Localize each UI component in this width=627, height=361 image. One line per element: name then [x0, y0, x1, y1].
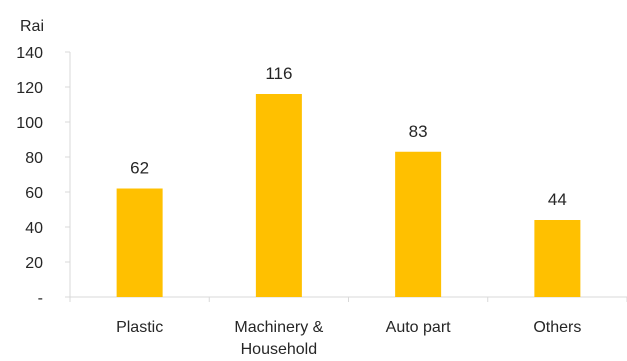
- data-label: 83: [409, 122, 428, 141]
- data-label: 62: [130, 159, 149, 178]
- bar: [255, 94, 302, 297]
- category-label-line: Others: [533, 319, 581, 336]
- data-label: 116: [265, 64, 292, 83]
- bar: [534, 220, 581, 297]
- y-tick-group: - 20 40 60 80 100 120 140: [16, 45, 70, 307]
- y-tick-label: 80: [25, 150, 43, 167]
- category-label-line: Household: [241, 341, 318, 356]
- category-label: Auto part: [386, 319, 451, 336]
- y-tick-label: 60: [25, 185, 43, 202]
- category-label: Machinery & Household: [234, 319, 323, 356]
- axes-group: [69, 52, 627, 302]
- bar: [116, 188, 163, 297]
- y-tick-label: 20: [25, 255, 43, 272]
- bars-group: [116, 94, 581, 297]
- y-tick-label: -: [38, 290, 43, 307]
- category-label-line: Auto part: [386, 319, 451, 336]
- y-axis-title: Rai: [20, 18, 44, 35]
- y-tick-label: 40: [25, 220, 43, 237]
- y-tick-label: 140: [16, 45, 43, 62]
- data-labels-group: 62 116 83 44: [130, 64, 567, 209]
- category-label: Others: [533, 319, 581, 336]
- y-tick-label: 120: [16, 80, 43, 97]
- category-labels-group: Plastic Machinery & Household Auto part Othe…: [116, 319, 581, 358]
- category-label: Plastic: [116, 319, 163, 336]
- category-label-line: Plastic: [116, 319, 163, 336]
- data-label: 44: [548, 190, 567, 209]
- y-tick-label: 100: [16, 115, 43, 132]
- bar: [395, 151, 442, 297]
- category-label-line: Machinery &: [234, 319, 323, 336]
